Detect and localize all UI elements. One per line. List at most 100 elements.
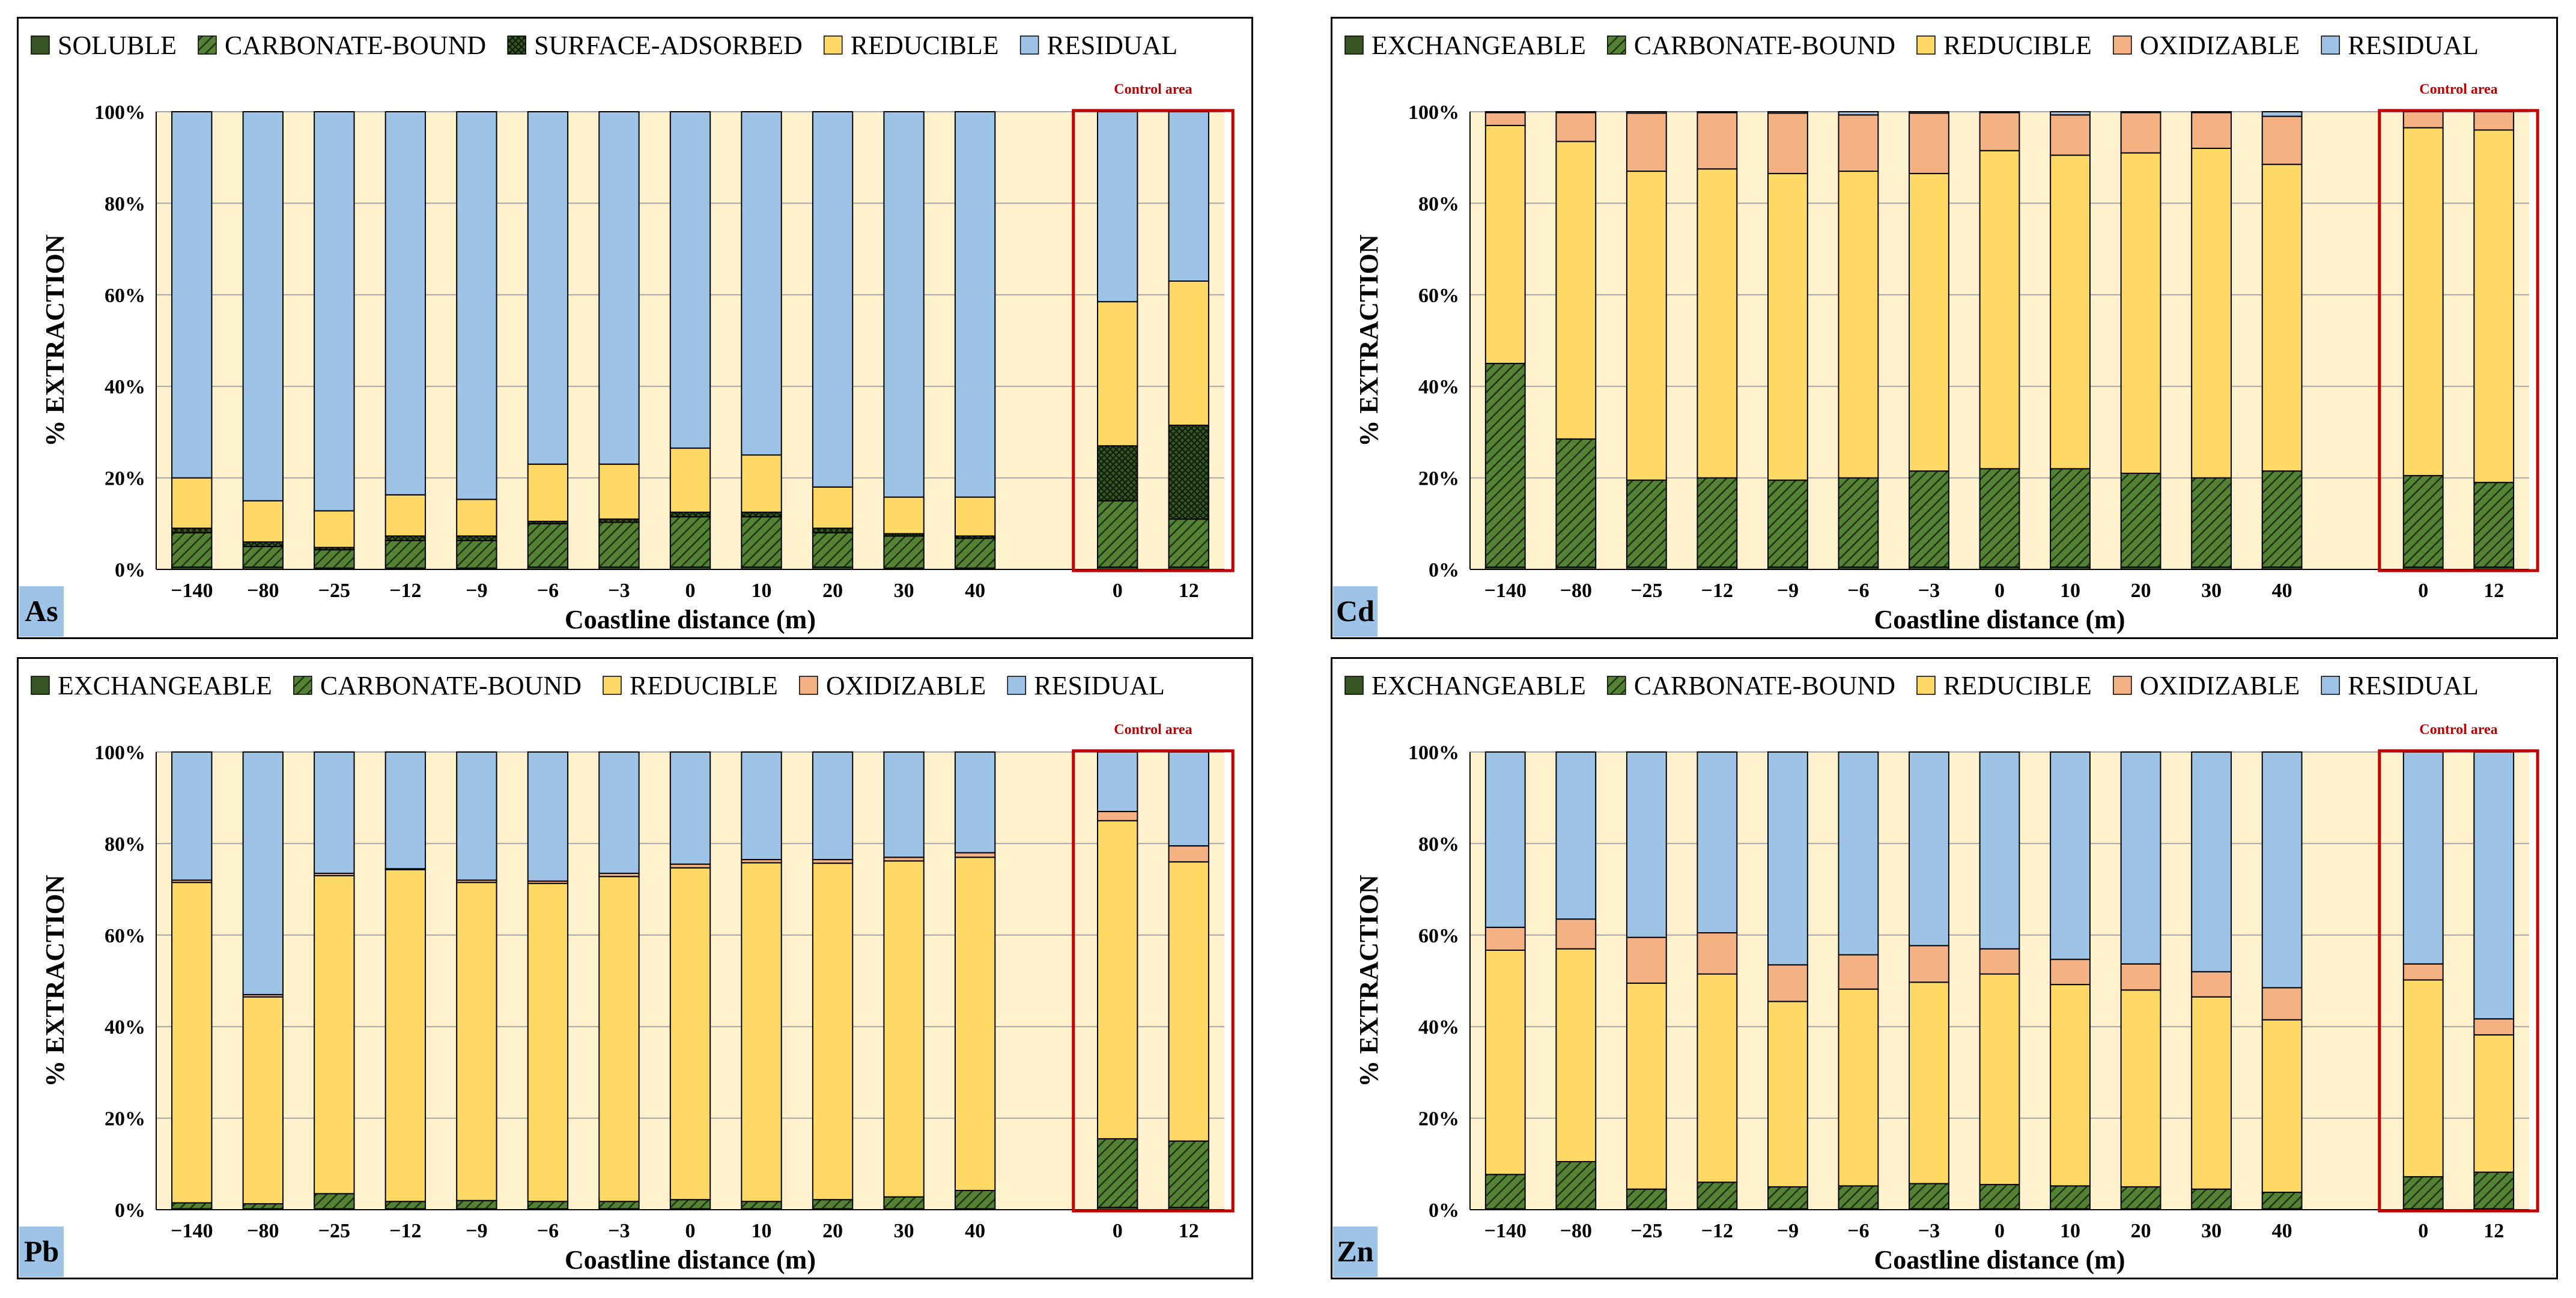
bar-segment-carbonate-bound — [2050, 1185, 2091, 1210]
bar-segment-residual — [883, 111, 925, 498]
bar-segment-carbonate-bound — [1555, 438, 1597, 568]
bar-segment-reducible — [1979, 973, 2020, 1186]
bar-segment-reducible — [1555, 948, 1597, 1162]
bar-segment-oxidizable — [1767, 964, 1808, 1002]
bar-segment-reducible — [171, 477, 213, 529]
x-tick-label: 12 — [2483, 1220, 2504, 1242]
legend-label: CARBONATE-BOUND — [225, 31, 486, 60]
bar-segment-residual — [171, 751, 213, 881]
legend-swatch-residual — [2321, 35, 2341, 55]
bar-segment-carbonate-bound — [1838, 477, 1879, 568]
bar-segment-reducible — [741, 862, 782, 1202]
bar-segment-residual — [2191, 111, 2232, 114]
x-tick-label: −9 — [1777, 580, 1799, 602]
bar-segment-residual — [2050, 751, 2091, 960]
panel-label-box — [1333, 1227, 1378, 1277]
x-tick-label: −6 — [1847, 1220, 1869, 1242]
bar-segment-residual — [1767, 751, 1808, 966]
bar-segment-reducible — [171, 882, 213, 1204]
y-tick-label: 40% — [1418, 1016, 1459, 1039]
x-tick-label: −80 — [247, 1220, 279, 1242]
bar-segment-reducible — [812, 863, 854, 1201]
bar-segment-residual — [741, 111, 782, 456]
bar-segment-carbonate-bound — [171, 532, 213, 568]
bar-segment-reducible — [2473, 1034, 2515, 1173]
bar-segment-reducible — [954, 496, 996, 537]
bar-segment-residual — [2120, 111, 2161, 114]
bar-segment-oxidizable — [2191, 971, 2232, 998]
bar-segment-carbonate-bound — [456, 539, 497, 569]
legend-swatch-residual — [1019, 35, 1039, 55]
legend-label: SURFACE-ADSORBED — [534, 31, 803, 60]
bar-segment-residual — [954, 111, 996, 498]
panel-as: 0% 20% 40% 60% 80% 100% −140 −80 −25 −12 −9 −6 −3 0 10… — [17, 17, 1253, 639]
bar-segment-reducible — [954, 857, 996, 1191]
y-tick-label: 0% — [115, 1199, 145, 1222]
legend-label: REDUCIBLE — [1943, 31, 2092, 60]
bar-segment-residual — [242, 751, 284, 995]
bar-segment-reducible — [242, 500, 284, 543]
bar-segment-reducible — [2050, 984, 2091, 1187]
x-tick-label: 30 — [2201, 1220, 2222, 1242]
x-tick-label: 40 — [2272, 580, 2292, 602]
bar-segment-oxidizable — [1909, 945, 1949, 983]
bar-segment-carbonate-bound — [242, 545, 284, 568]
bar-segment-reducible — [598, 463, 640, 520]
legend-swatch-carbonate-bound — [1607, 35, 1626, 55]
bar-segment-surface-adsorbed — [456, 535, 497, 541]
bar-segment-residual — [1838, 111, 1879, 116]
x-tick-label: −140 — [171, 1220, 213, 1242]
bar-segment-carbonate-bound — [171, 1202, 213, 1210]
x-tick-label: −12 — [389, 580, 421, 602]
bar-segment-reducible — [669, 447, 711, 513]
bar-segment-carbonate-bound — [384, 1201, 427, 1210]
bar-segment-surface-adsorbed — [1097, 445, 1138, 502]
bar-segment-carbonate-bound — [2120, 1186, 2161, 1210]
bar-segment-residual — [1909, 111, 1949, 114]
legend-label: CARBONATE-BOUND — [1634, 671, 1895, 700]
control-area-label: Control area — [2419, 722, 2497, 738]
bar-segment-carbonate-bound — [883, 1196, 925, 1210]
bar-segment-reducible — [1484, 949, 1526, 1175]
x-tick-label: −3 — [1918, 1220, 1940, 1242]
bar-segment-residual — [2261, 111, 2303, 117]
bar-segment-carbonate-bound — [669, 1199, 711, 1210]
bar-segment-residual — [527, 111, 569, 465]
bar-segment-carbonate-bound — [1168, 518, 1209, 568]
legend-label: RESIDUAL — [1047, 31, 1178, 60]
legend-label: RESIDUAL — [1034, 671, 1165, 700]
y-tick-label: 100% — [94, 102, 145, 124]
panel-label: Zn — [1337, 1234, 1373, 1268]
control-area-box — [1072, 109, 1235, 572]
x-tick-label: −3 — [1918, 580, 1940, 602]
x-tick-label: −6 — [1847, 580, 1869, 602]
bar-segment-reducible — [1697, 168, 1738, 479]
bar-segment-reducible — [242, 996, 284, 1205]
control-area-label: Control area — [2419, 82, 2497, 97]
legend-swatch-reducible — [603, 676, 622, 695]
bar-segment-carbonate-bound — [954, 538, 996, 569]
panel-pb: 0% 20% 40% 60% 80% 100% −140 −80 −25 −12 −9 −6 −3 0 10… — [17, 657, 1253, 1279]
x-tick-label: 40 — [965, 580, 985, 602]
bar-segment-residual — [2050, 111, 2091, 116]
bar-segment-reducible — [527, 463, 569, 522]
bar-segment-residual — [527, 751, 569, 882]
legend-swatch-exchangeable — [1344, 35, 1364, 55]
bar-segment-reducible — [2120, 989, 2161, 1187]
x-tick-label: 10 — [752, 580, 772, 602]
bar-segment-reducible — [1484, 124, 1526, 365]
x-tick-label: 12 — [2483, 580, 2504, 602]
bar-segment-reducible — [812, 486, 854, 529]
x-tick-label: 12 — [1179, 580, 1199, 602]
bar-segment-surface-adsorbed — [1168, 424, 1209, 520]
bar-segment-carbonate-bound — [812, 1199, 854, 1210]
x-tick-label: −80 — [247, 580, 279, 602]
y-tick-label: 100% — [1408, 742, 1459, 764]
bar-segment-oxidizable — [1097, 811, 1138, 822]
bar-segment-carbonate-bound — [1979, 1184, 2020, 1210]
bar-segment-residual — [456, 751, 497, 881]
bar-segment-reducible — [883, 860, 925, 1198]
chart-cd: 0% 20% 40% 60% 80% 100% −140 −80 −25 −12 −9 −6 −3 0 10… — [1331, 17, 2558, 639]
x-tick-label: −6 — [537, 1220, 559, 1242]
bar-segment-reducible — [2261, 1019, 2303, 1193]
